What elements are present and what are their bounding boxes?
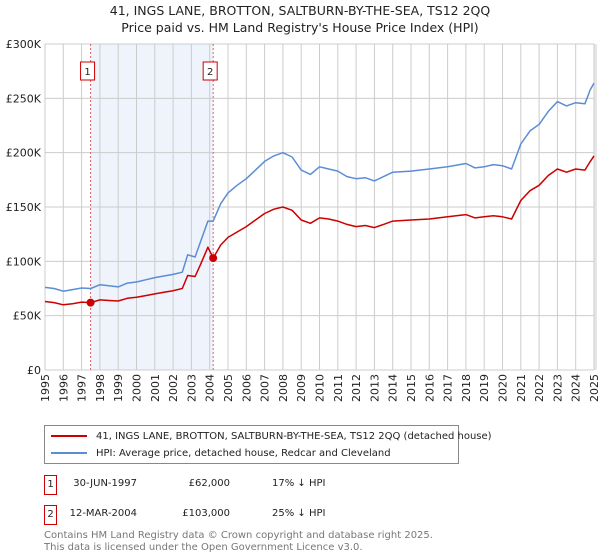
sale-marker-box: [80, 61, 96, 81]
x-tick-label: 2024: [570, 374, 583, 402]
x-tick-label: 2010: [314, 374, 327, 402]
future-hatch: [594, 44, 597, 370]
sale-hpi-diff: 25% ↓ HPI: [272, 508, 326, 519]
x-tick-label: 1995: [39, 374, 52, 402]
x-tick-label: 2008: [277, 374, 290, 402]
series-line: [44, 82, 595, 292]
y-tick-label: £50K: [13, 310, 42, 323]
x-tick-label: 2018: [460, 374, 473, 402]
x-tick-label: 2022: [533, 374, 546, 402]
sale-marker-label: 1: [84, 67, 90, 78]
legend-red-line: [51, 435, 87, 437]
x-tick-label: 2004: [204, 374, 217, 402]
sale-price: £103,000: [182, 508, 230, 519]
sale-date: 30-JUN-1997: [73, 478, 137, 489]
x-tick-label: 2009: [295, 374, 308, 402]
sale-point: [209, 254, 218, 263]
sale-marker-badge: 1: [44, 475, 57, 495]
x-tick-label: 2012: [350, 374, 363, 402]
x-tick-label: 1996: [57, 374, 70, 402]
x-tick-label: 1997: [76, 374, 89, 402]
price-chart: 1995 1996 1997 1998 1999 2000 2001 2002 2003 2004…: [6, 38, 600, 402]
x-tick-label: 2021: [515, 374, 528, 402]
y-tick-label: £200K: [6, 147, 42, 160]
legend: 41, INGS LANE, BROTTON, SALTBURN-BY-THE-…: [44, 425, 492, 464]
x-tick-label: 2005: [222, 374, 235, 402]
x-tick-label: 2011: [332, 374, 345, 402]
x-tick-label: 2017: [442, 374, 455, 402]
sale-row: 2 12-MAR-2004 £103,000 25% ↓ HPI: [44, 505, 544, 525]
legend-label: 41, INGS LANE, BROTTON, SALTBURN-BY-THE-…: [96, 430, 492, 442]
sale-point: [86, 298, 95, 307]
sale-row: 1 30-JUN-1997 £62,000 17% ↓ HPI: [44, 475, 544, 495]
legend-label: HPI: Average price, detached house, Redc…: [96, 447, 391, 459]
x-tick-label: 2000: [131, 374, 144, 402]
x-tick-label: 2019: [478, 374, 491, 402]
x-tick-label: 1998: [94, 374, 107, 402]
x-tick-label: 1999: [112, 374, 125, 402]
x-tick-label: 2025: [588, 374, 600, 402]
sale-marker-label: 2: [207, 67, 213, 78]
y-tick-label: £100K: [6, 255, 42, 268]
x-tick-label: 2014: [387, 374, 400, 402]
legend-item-property: 41, INGS LANE, BROTTON, SALTBURN-BY-THE-…: [45, 428, 492, 444]
footer-copyright: Contains HM Land Registry data © Crown c…: [44, 530, 433, 541]
series-line: [44, 155, 595, 306]
sale-marker-badge: 2: [44, 505, 57, 525]
sale-hpi-diff: 17% ↓ HPI: [272, 478, 326, 489]
legend-item-hpi: HPI: Average price, detached house, Redc…: [45, 445, 391, 461]
sale-marker-box: [202, 61, 218, 81]
footer-licence: This data is licensed under the Open Gov…: [44, 542, 363, 553]
x-tick-label: 2007: [259, 374, 272, 402]
chart-title: 41, INGS LANE, BROTTON, SALTBURN-BY-THE-…: [109, 3, 491, 18]
x-tick-label: 2016: [423, 374, 436, 402]
x-tick-label: 2023: [551, 374, 564, 402]
y-tick-label: £0: [27, 364, 41, 377]
x-tick-label: 2001: [149, 374, 162, 402]
footer: Contains HM Land Registry data © Crown c…: [44, 530, 433, 554]
x-tick-label: 2006: [240, 374, 253, 402]
x-tick-label: 2002: [167, 374, 180, 402]
legend-blue-line: [51, 452, 87, 454]
y-tick-label: £250K: [6, 92, 42, 105]
sale-price: £62,000: [188, 478, 230, 489]
x-tick-label: 2013: [368, 374, 381, 402]
chart-subtitle: Price paid vs. HM Land Registry's House …: [121, 20, 479, 35]
x-tick-label: 2003: [185, 374, 198, 402]
x-tick-label: 2020: [497, 374, 510, 402]
y-tick-label: £300K: [6, 38, 42, 51]
y-tick-label: £150K: [6, 201, 42, 214]
x-tick-label: 2015: [405, 374, 418, 402]
sale-date: 12-MAR-2004: [69, 508, 137, 519]
